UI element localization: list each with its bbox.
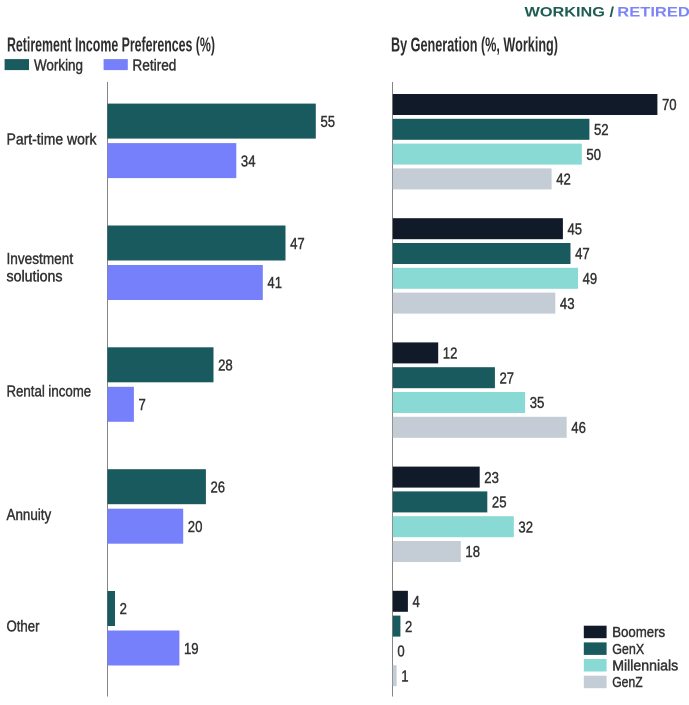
svg-text:20: 20 [188,519,203,536]
svg-text:47: 47 [575,246,590,263]
svg-text:70: 70 [662,97,677,114]
svg-text:18: 18 [465,544,480,561]
svg-text:47: 47 [290,236,305,253]
svg-text:Rental income: Rental income [7,384,92,401]
svg-text:WORKING /: WORKING / [525,4,615,20]
svg-text:Working: Working [34,57,83,74]
svg-text:12: 12 [443,346,458,363]
svg-text:1: 1 [401,668,408,685]
svg-text:Millennials: Millennials [612,659,678,675]
svg-text:Part-time work: Part-time work [7,132,97,149]
svg-text:0: 0 [397,644,404,661]
svg-text:41: 41 [267,275,282,292]
svg-text:28: 28 [218,358,233,375]
svg-text:49: 49 [583,271,598,288]
svg-text:32: 32 [518,520,533,537]
svg-text:4: 4 [413,594,420,611]
svg-text:GenX: GenX [612,642,644,658]
svg-text:27: 27 [500,370,515,387]
svg-text:RETIRED: RETIRED [617,4,689,20]
svg-text:43: 43 [560,296,575,313]
svg-text:2: 2 [120,601,127,618]
svg-text:19: 19 [184,641,199,658]
svg-text:50: 50 [586,147,601,164]
svg-text:45: 45 [568,221,583,238]
svg-text:GenZ: GenZ [612,675,643,691]
svg-text:Other: Other [7,619,40,636]
svg-text:Retirement Income Preferences: Retirement Income Preferences (%) [7,35,215,57]
svg-text:26: 26 [211,479,226,496]
svg-text:52: 52 [594,122,609,139]
svg-text:35: 35 [530,395,545,412]
svg-text:Annuity: Annuity [7,507,52,524]
svg-text:25: 25 [492,495,507,512]
svg-text:2: 2 [405,619,412,636]
svg-text:46: 46 [571,420,586,437]
svg-text:By Generation (%, Working): By Generation (%, Working) [391,35,558,57]
svg-text:Investment: Investment [7,251,74,268]
svg-text:34: 34 [241,153,256,170]
svg-text:7: 7 [139,397,146,414]
svg-text:55: 55 [321,114,336,131]
svg-text:42: 42 [556,172,571,189]
svg-text:23: 23 [484,470,499,487]
svg-text:Boomers: Boomers [612,625,665,641]
svg-text:solutions: solutions [7,268,63,285]
svg-text:Retired: Retired [132,57,176,74]
